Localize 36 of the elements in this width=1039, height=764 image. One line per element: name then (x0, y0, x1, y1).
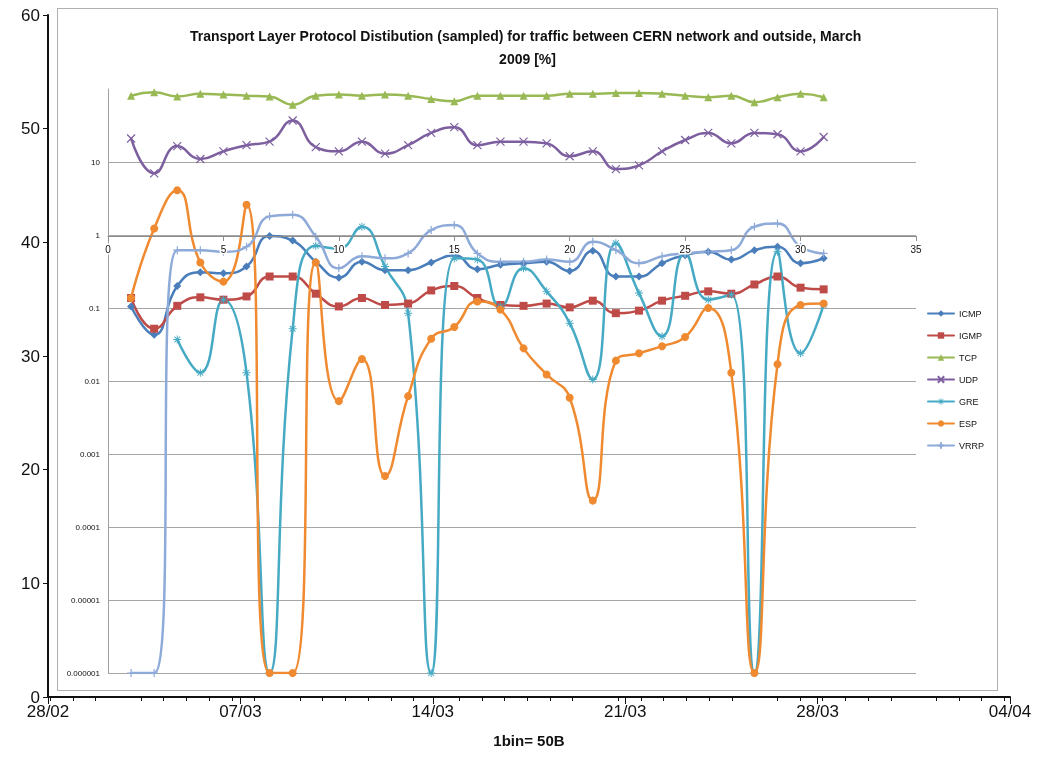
y-tick-label: 0.001 (79, 449, 101, 459)
legend-label: ESP (959, 418, 978, 429)
x-tick-label: 35 (910, 243, 922, 255)
y-tick-label: 30 (21, 346, 40, 366)
x-tick-label: 14/03 (411, 702, 455, 721)
legend-label: UDP (959, 374, 979, 385)
y-tick-label: 0.01 (84, 376, 101, 386)
legend-label: TCP (959, 352, 977, 363)
legend-label: ICMP (959, 308, 982, 319)
x-tick-label: 28/03 (796, 702, 839, 721)
legend-label: IGMP (959, 330, 983, 341)
legend-label: VRRP (959, 440, 985, 451)
y-tick-label: 10 (21, 573, 40, 593)
y-tick-label: 0.1 (88, 303, 101, 313)
x-tick-label: 21/03 (603, 702, 647, 721)
y-tick-label: 50 (21, 119, 40, 139)
x-tick-label: 07/03 (219, 702, 262, 721)
x-tick-label: 0 (105, 243, 112, 255)
x-tick-label: 28/02 (26, 702, 70, 721)
y-tick-label: 10 (91, 157, 101, 167)
legend-label: GRE (959, 396, 979, 407)
x-tick-label: 15 (448, 243, 461, 255)
y-tick-label: 20 (21, 460, 40, 480)
y-tick-label: 0.0001 (75, 522, 101, 532)
chart-title: Transport Layer Protocol Distibution (sampled) for traffic between CERN network and outside, March 2009 [%] (189, 27, 866, 67)
x-axis-title: 1bin= 50B (493, 732, 565, 749)
x-tick-label: 25 (679, 243, 692, 255)
y-tick-label: 0.000001 (66, 668, 101, 678)
x-tick-label: 30 (795, 243, 807, 255)
x-tick-label: 20 (564, 243, 576, 255)
x-tick-label: 5 (220, 243, 227, 255)
y-tick-label: 0.00001 (71, 595, 101, 605)
y-tick-label: 40 (21, 232, 40, 252)
y-tick-label: 1 (95, 230, 101, 240)
y-tick-label: 60 (21, 5, 40, 25)
x-tick-label: 04/04 (988, 702, 1032, 721)
